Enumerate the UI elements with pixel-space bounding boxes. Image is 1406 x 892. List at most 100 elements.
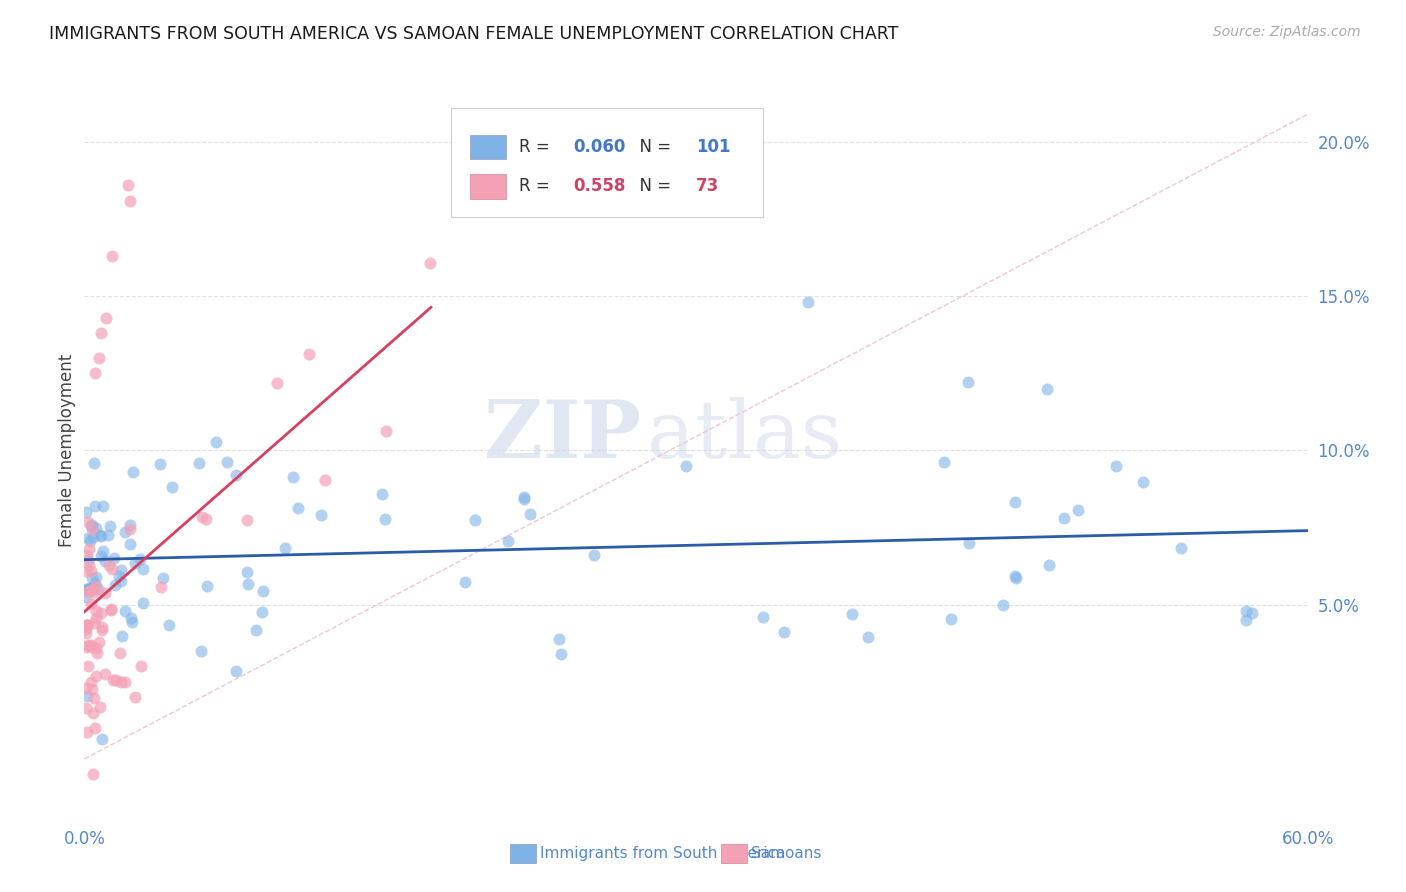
- Point: [80, 571, 103, 585]
- Point: [957, 535, 980, 549]
- Point: [1170, 541, 1192, 556]
- Point: [309, 508, 332, 523]
- Point: [1132, 475, 1154, 490]
- Point: [225, 468, 247, 483]
- Point: [101, 249, 124, 263]
- Point: [519, 508, 541, 522]
- Point: [103, 551, 125, 566]
- Point: [84, 576, 107, 591]
- Point: [80, 518, 103, 533]
- Point: [273, 541, 295, 555]
- Point: [266, 376, 288, 391]
- Point: [120, 536, 142, 550]
- Point: [75, 591, 97, 605]
- Point: [298, 347, 321, 361]
- Point: [80, 582, 103, 597]
- Text: R =: R =: [519, 178, 554, 195]
- Point: [752, 610, 775, 624]
- Point: [83, 691, 105, 706]
- Point: [374, 512, 396, 526]
- Point: [83, 615, 105, 630]
- Point: [1004, 569, 1026, 583]
- Point: [91, 731, 114, 746]
- Point: [1236, 604, 1258, 618]
- Text: R =: R =: [519, 138, 554, 156]
- Point: [79, 542, 101, 557]
- Point: [124, 690, 146, 705]
- Point: [76, 618, 98, 632]
- Point: [110, 574, 132, 589]
- Point: [75, 582, 97, 597]
- Point: [80, 519, 103, 533]
- Point: [1067, 503, 1090, 517]
- Point: [82, 706, 104, 720]
- Point: [76, 689, 98, 703]
- Point: [75, 505, 97, 519]
- Point: [287, 500, 309, 515]
- Point: [245, 624, 267, 638]
- Point: [204, 435, 226, 450]
- Point: [496, 534, 519, 549]
- Point: [236, 513, 259, 527]
- Point: [89, 700, 111, 714]
- FancyBboxPatch shape: [470, 174, 506, 199]
- Text: 0.060: 0.060: [574, 138, 626, 156]
- Point: [101, 673, 124, 687]
- Point: [100, 602, 122, 616]
- Point: [195, 579, 218, 593]
- Point: [1038, 558, 1060, 572]
- Point: [80, 681, 103, 696]
- Point: [1053, 511, 1076, 525]
- Point: [772, 624, 794, 639]
- Point: [76, 618, 98, 632]
- Point: [84, 521, 107, 535]
- Point: [83, 499, 105, 513]
- Text: N =: N =: [628, 178, 676, 195]
- Point: [104, 673, 127, 687]
- Point: [98, 558, 121, 572]
- Point: [797, 295, 820, 310]
- Point: [957, 375, 980, 389]
- Point: [84, 611, 107, 625]
- Point: [1035, 382, 1057, 396]
- Point: [464, 513, 486, 527]
- Point: [76, 658, 98, 673]
- Point: [190, 644, 212, 658]
- Point: [79, 581, 101, 595]
- Text: Samoans: Samoans: [751, 847, 821, 861]
- Point: [117, 178, 139, 193]
- Point: [83, 721, 105, 735]
- Point: [236, 565, 259, 579]
- Point: [157, 618, 180, 632]
- FancyBboxPatch shape: [470, 135, 506, 160]
- Point: [108, 646, 131, 660]
- Point: [80, 582, 103, 597]
- Point: [152, 571, 174, 585]
- Text: IMMIGRANTS FROM SOUTH AMERICA VS SAMOAN FEMALE UNEMPLOYMENT CORRELATION CHART: IMMIGRANTS FROM SOUTH AMERICA VS SAMOAN …: [49, 25, 898, 43]
- Point: [90, 607, 112, 621]
- Point: [94, 666, 117, 681]
- Point: [932, 455, 955, 469]
- Point: [120, 522, 142, 536]
- Point: [86, 646, 108, 660]
- Point: [94, 554, 117, 568]
- Point: [550, 647, 572, 661]
- Point: [77, 531, 100, 545]
- FancyBboxPatch shape: [510, 844, 536, 863]
- Point: [82, 767, 104, 781]
- Point: [91, 623, 114, 637]
- FancyBboxPatch shape: [451, 108, 763, 218]
- Point: [77, 585, 100, 599]
- Point: [1105, 458, 1128, 473]
- Point: [94, 585, 117, 599]
- Point: [97, 528, 120, 542]
- Point: [453, 574, 475, 589]
- Point: [108, 569, 131, 583]
- Point: [84, 669, 107, 683]
- Point: [1005, 571, 1028, 585]
- Point: [76, 548, 98, 562]
- Point: [120, 194, 142, 208]
- Point: [75, 626, 97, 640]
- Point: [75, 681, 97, 695]
- Point: [110, 674, 132, 689]
